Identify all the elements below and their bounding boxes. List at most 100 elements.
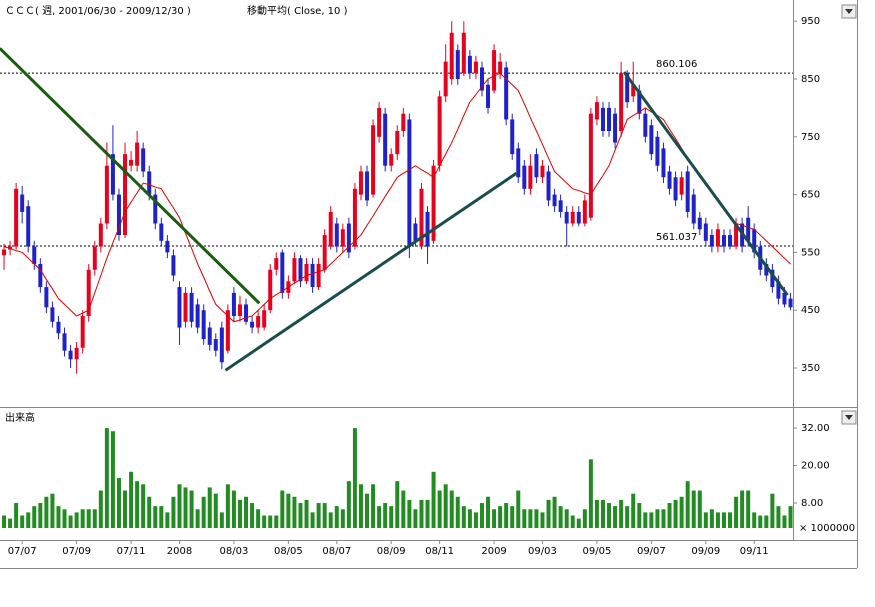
volume-bar xyxy=(715,512,720,528)
y-tick-label: 32.00 xyxy=(801,423,830,434)
x-tick-label: 09/07 xyxy=(637,546,666,557)
volume-bar xyxy=(129,471,134,528)
candle-body xyxy=(691,194,696,224)
volume-bar xyxy=(334,506,339,528)
x-tick-label: 09/03 xyxy=(528,546,557,557)
volume-bar xyxy=(86,509,91,528)
candle-body xyxy=(570,211,575,224)
candle-body xyxy=(631,84,636,97)
candle-body xyxy=(703,223,708,241)
candle-body xyxy=(746,217,751,241)
candle-body xyxy=(449,32,454,79)
y-tick-label: 550 xyxy=(801,247,820,258)
candle-body xyxy=(413,223,418,241)
volume-bar xyxy=(44,496,49,528)
x-tick-label: 09/11 xyxy=(740,546,769,557)
volume-bar xyxy=(479,503,484,528)
volume-bar xyxy=(516,490,521,528)
candle-body xyxy=(98,223,103,247)
volume-bar xyxy=(213,493,218,528)
volume-bar xyxy=(467,509,472,528)
volume-bar xyxy=(56,506,61,528)
candle-body xyxy=(189,292,194,322)
candle-body xyxy=(135,142,140,166)
volume-bar xyxy=(292,496,297,528)
candle-body xyxy=(473,61,478,74)
volume-bar xyxy=(352,428,357,528)
volume-bar xyxy=(498,506,503,528)
x-tick-label: 08/07 xyxy=(322,546,351,557)
candle-body xyxy=(552,194,557,207)
scroll-button[interactable] xyxy=(841,410,857,425)
candle-body xyxy=(62,333,67,351)
volume-bar xyxy=(383,503,388,528)
volume-bar xyxy=(207,487,212,528)
volume-bar xyxy=(62,509,67,528)
candle-body xyxy=(697,217,702,230)
volume-bar xyxy=(189,490,194,528)
candle-body xyxy=(92,246,97,270)
volume-bar xyxy=(703,512,708,528)
candle-body xyxy=(183,292,188,322)
candle-body xyxy=(455,50,460,79)
volume-bar xyxy=(268,515,273,528)
volume-bar xyxy=(165,512,170,528)
candle-body xyxy=(788,298,793,308)
candle-body xyxy=(655,136,660,166)
candle-body xyxy=(467,55,472,74)
candle-body xyxy=(32,246,37,264)
candle-body xyxy=(304,263,309,282)
x-tick-label: 2008 xyxy=(167,546,192,557)
volume-bar xyxy=(552,496,557,528)
y-tick-label: 650 xyxy=(801,190,820,201)
x-tick-label: 09/05 xyxy=(583,546,612,557)
scroll-button[interactable] xyxy=(841,4,857,19)
volume-bar xyxy=(123,490,128,528)
x-tick-label: 2009 xyxy=(481,546,506,557)
volume-bar xyxy=(104,428,109,528)
volume-bar xyxy=(26,512,31,528)
volume-bar xyxy=(655,509,660,528)
candle-body xyxy=(26,206,31,247)
trend-line xyxy=(224,171,518,372)
volume-bar xyxy=(643,512,648,528)
volume-bar xyxy=(407,499,412,528)
volume-bar xyxy=(758,515,763,528)
candle-body xyxy=(38,263,43,288)
candle-body xyxy=(141,148,146,172)
candle-body xyxy=(721,235,726,247)
volume-bar xyxy=(225,484,230,528)
volume-bar xyxy=(486,496,491,528)
volume-bar xyxy=(558,506,563,528)
candle-body xyxy=(425,211,430,247)
volume-bar xyxy=(195,509,200,528)
candle-body xyxy=(377,107,382,137)
volume-bar xyxy=(746,490,751,528)
volume-bar xyxy=(455,496,460,528)
candle-body xyxy=(479,67,484,91)
volume-bar xyxy=(673,499,678,528)
volume-bar xyxy=(201,496,206,528)
candle-body xyxy=(262,310,267,328)
candle-body xyxy=(80,315,85,348)
volume-bar xyxy=(649,512,654,528)
candle-body xyxy=(68,350,73,360)
candle-body xyxy=(594,102,599,120)
candle-body xyxy=(407,119,412,247)
volume-bar xyxy=(522,509,527,528)
volume-bar xyxy=(262,515,267,528)
candle-body xyxy=(322,235,327,270)
volume-bar xyxy=(80,509,85,528)
volume-bar xyxy=(401,490,406,528)
volume-bar xyxy=(637,503,642,528)
candle-body xyxy=(461,32,466,74)
volume-bar xyxy=(328,512,333,528)
candle-body xyxy=(56,321,61,334)
candle-body xyxy=(231,292,236,316)
volume-bar xyxy=(20,515,25,528)
candle-body xyxy=(600,107,605,132)
candle-body xyxy=(116,194,121,236)
volume-bar xyxy=(92,509,97,528)
volume-bar xyxy=(68,515,73,528)
x-tick-label: 07/11 xyxy=(117,546,146,557)
